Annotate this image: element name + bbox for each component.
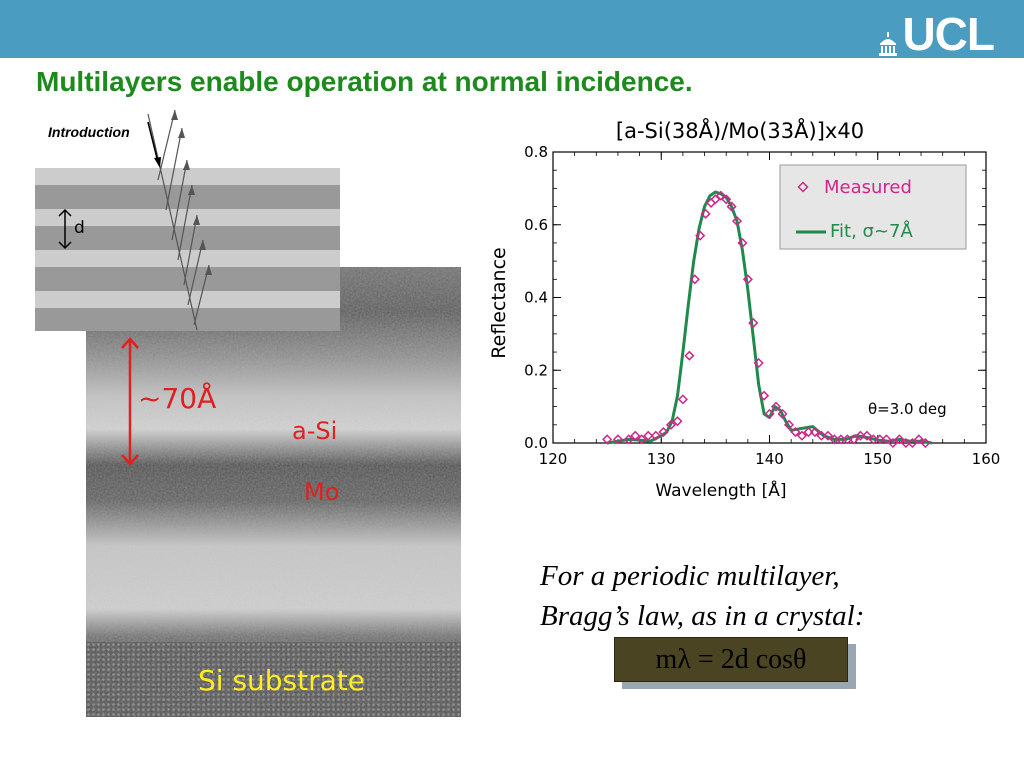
measured-point	[920, 437, 931, 449]
x-axis-label: Wavelength [Å]	[655, 479, 786, 501]
slide-title: Multilayers enable operation at normal i…	[36, 66, 693, 97]
x-tick-label: 140	[755, 450, 784, 468]
measured-point	[689, 274, 700, 285]
measured-point	[742, 274, 753, 285]
multilayer-schematic	[35, 109, 340, 331]
y-axis-label: Reflectance	[488, 247, 510, 358]
substrate-label: Si substrate	[198, 664, 366, 697]
measured-point	[783, 419, 795, 430]
measured-point	[829, 434, 840, 445]
measured-point	[809, 427, 821, 438]
measured-point	[612, 434, 624, 445]
y-tick-label: 0.2	[524, 361, 548, 379]
measured-point	[764, 408, 775, 419]
measured-point	[737, 237, 748, 248]
measured-point	[715, 190, 726, 201]
bragg-text: For a periodic multilayer, Bragg’s law, …	[540, 556, 864, 636]
measured-point	[835, 434, 847, 445]
measured-point	[887, 437, 898, 449]
reflectance-chart-svg: [a-Si(38Å)/Mo(33Å)]x40 120 130 140 150 160 0.…	[488, 117, 1000, 501]
measured-point	[753, 357, 764, 369]
measured-point	[874, 434, 885, 445]
introduction-label: Introduction	[48, 124, 130, 140]
measured-point	[861, 430, 872, 441]
measured-point	[630, 430, 641, 441]
d-spacing-arrow	[58, 208, 72, 250]
plot-area: 120 130 140 150 160 0.0 0.2 0.4 0.6 0.8	[524, 143, 1000, 468]
y-tick-label: 0.8	[524, 143, 548, 161]
bragg-formula: mλ = 2d cosθ	[614, 637, 848, 682]
measured-point	[695, 230, 706, 241]
measured-point	[623, 434, 634, 445]
reflectance-chart: [a-Si(38Å)/Mo(33Å)]x40 120 130 140 150 160 0.…	[478, 110, 1008, 510]
measured-point	[726, 201, 737, 212]
y-tick-label: 0.0	[524, 434, 548, 452]
measured-point	[822, 430, 834, 441]
y-tick-label: 0.6	[524, 216, 548, 234]
measured-point	[665, 419, 677, 430]
measured-point	[650, 430, 661, 441]
ucl-logo: UCL	[878, 8, 995, 60]
tem-image	[86, 267, 461, 717]
bragg-line-2: Bragg’s law, as in a crystal:	[540, 600, 865, 632]
mo-layer-label: Mo	[304, 478, 340, 506]
measured-point	[894, 434, 905, 445]
measured-point	[677, 394, 688, 405]
measured-point	[796, 430, 808, 441]
measured-point	[855, 430, 866, 441]
measured-point	[684, 350, 695, 361]
header-bar: UCL	[0, 0, 1024, 58]
legend-fit: Fit, σ~7Å	[830, 220, 913, 242]
legend-measured: Measured	[824, 177, 912, 198]
x-tick-label: 160	[972, 450, 1001, 468]
tem-micrograph	[86, 267, 461, 717]
ray-arrowheads	[171, 110, 212, 275]
legend-measured-diamond	[797, 181, 809, 193]
measured-point	[672, 416, 683, 427]
y-tick-label: 0.4	[524, 289, 548, 307]
incident-ray	[147, 121, 161, 168]
measured-point	[881, 434, 892, 445]
d-spacing-label: d	[74, 218, 85, 238]
legend-measured-marker	[797, 181, 809, 193]
measured-point	[700, 208, 711, 219]
measured-point	[770, 401, 782, 412]
measured-point	[731, 216, 743, 227]
measured-point	[868, 434, 879, 445]
measured-point	[759, 390, 770, 401]
measured-point	[721, 194, 732, 205]
measured-point	[790, 427, 801, 438]
ucl-portico-icon	[879, 32, 898, 56]
x-tick-label: 150	[863, 450, 892, 468]
measured-point	[816, 430, 827, 441]
measured-point	[643, 430, 654, 441]
measured-point	[803, 427, 814, 438]
asi-layer-label: a-Si	[292, 417, 338, 445]
measured-point	[848, 434, 859, 445]
x-tick-label: 130	[647, 450, 676, 468]
measured-point	[602, 434, 613, 445]
period-label: ~70Å	[138, 382, 217, 415]
measured-point	[748, 317, 759, 329]
ray-diagram	[147, 109, 210, 331]
measured-point	[636, 434, 647, 445]
measured-point	[907, 437, 918, 449]
layer-stack	[35, 168, 340, 331]
angle-annotation: θ=3.0 deg	[868, 400, 947, 418]
ucl-logo-text: UCL	[902, 8, 995, 60]
measured-point	[913, 434, 924, 445]
measured-point	[658, 427, 669, 438]
measured-point	[842, 434, 853, 445]
chart-title: [a-Si(38Å)/Mo(33Å)]x40	[616, 117, 864, 143]
x-tick-label: 120	[539, 450, 568, 468]
bragg-line-1: For a periodic multilayer,	[540, 560, 840, 592]
measured-point	[900, 437, 911, 449]
measured-point	[777, 408, 788, 419]
period-marker-arrow	[121, 337, 139, 466]
legend: Measured Fit, σ~7Å	[779, 164, 967, 250]
